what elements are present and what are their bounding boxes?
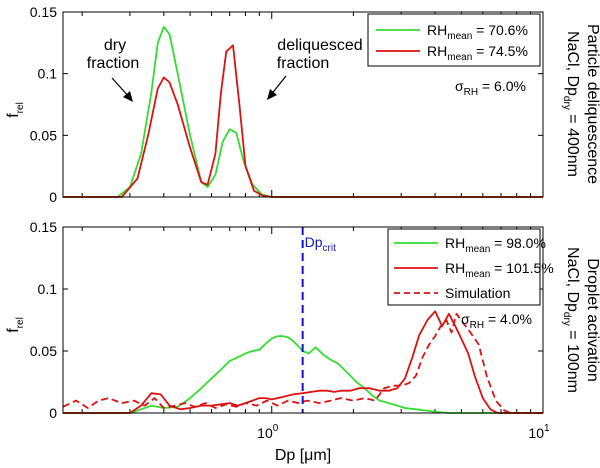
top-series-line-2 [63, 44, 543, 198]
dry-fraction-label: fraction [87, 55, 139, 72]
bottom-series-lines [62, 310, 543, 414]
top-series-lines [63, 25, 543, 198]
x-axis-label: Dp [μm] [275, 447, 331, 464]
dry-label: dry [104, 37, 126, 54]
top-legend-entry-2: RHmean = 74.5% [427, 43, 528, 63]
top-sigma-label: σRH = 6.0% [455, 78, 526, 98]
bottom-side-label-line2: NaCl, Dpdry = 100nm [561, 247, 581, 393]
bottom-y-tick-label: 0 [49, 405, 57, 421]
top-y-tick-label: 0.1 [38, 66, 58, 82]
bottom-side-label-line1: Droplet activation [584, 258, 600, 382]
bottom-legend-entry-1: RHmean = 98.0% [445, 235, 546, 255]
top-y-tick-label: 0.15 [30, 4, 57, 20]
top-axis-ticks: 0 0.05 0.1 0.15 [30, 4, 544, 205]
x-tick-label: 100 [257, 423, 279, 441]
deliquescence-panel: 0 0.05 0.1 0.15 dry fraction deliquesced fr… [30, 4, 600, 205]
bottom-legend-entry-2: RHmean = 101.5% [445, 260, 554, 280]
bottom-series-line-3 [62, 312, 543, 414]
top-y-tick-label: 0 [49, 189, 57, 205]
deliquesced-fraction-label: fraction [277, 55, 329, 72]
bottom-axis-ticks: 0 0.05 0.1 0.15 100 101 [30, 219, 550, 441]
dp-crit-label: Dpcrit [305, 234, 336, 254]
bottom-series-line-2 [63, 310, 543, 414]
top-y-tick-label: 0.05 [30, 127, 57, 143]
bottom-y-tick-label: 0.05 [30, 343, 57, 359]
bottom-side-label: Droplet activation NaCl, Dpdry = 100nm [561, 247, 600, 393]
bottom-sigma-label: σRH = 4.0% [461, 311, 532, 331]
bottom-legend-entry-3: Simulation [445, 285, 510, 301]
top-legend-box [367, 13, 541, 67]
activation-panel: 0 0.05 0.1 0.15 100 101 Dpcrit RHmean = 98.0%… [30, 219, 600, 441]
top-plot-frame [62, 11, 544, 198]
bottom-legend-box [387, 228, 541, 306]
dry-arrow-head [123, 91, 133, 102]
bottom-y-tick-label: 0.1 [38, 281, 58, 297]
top-y-axis-label: frel [5, 102, 26, 118]
top-side-label: Particle deliquescence NaCl, Dpdry = 400… [561, 24, 600, 184]
top-side-label-line2: NaCl, Dpdry = 400nm [561, 31, 581, 177]
deliquesced-arrow-head [267, 89, 277, 100]
deliquesced-label: deliquesced [277, 37, 362, 54]
bottom-plot-frame [62, 226, 544, 414]
bottom-series-line-1 [63, 335, 543, 414]
top-side-label-line1: Particle deliquescence [584, 24, 600, 184]
top-legend-entry-1: RHmean = 70.6% [427, 22, 528, 42]
x-tick-label: 101 [528, 423, 550, 441]
bottom-y-axis-label: frel [5, 317, 26, 333]
bottom-y-tick-label: 0.15 [30, 219, 57, 235]
